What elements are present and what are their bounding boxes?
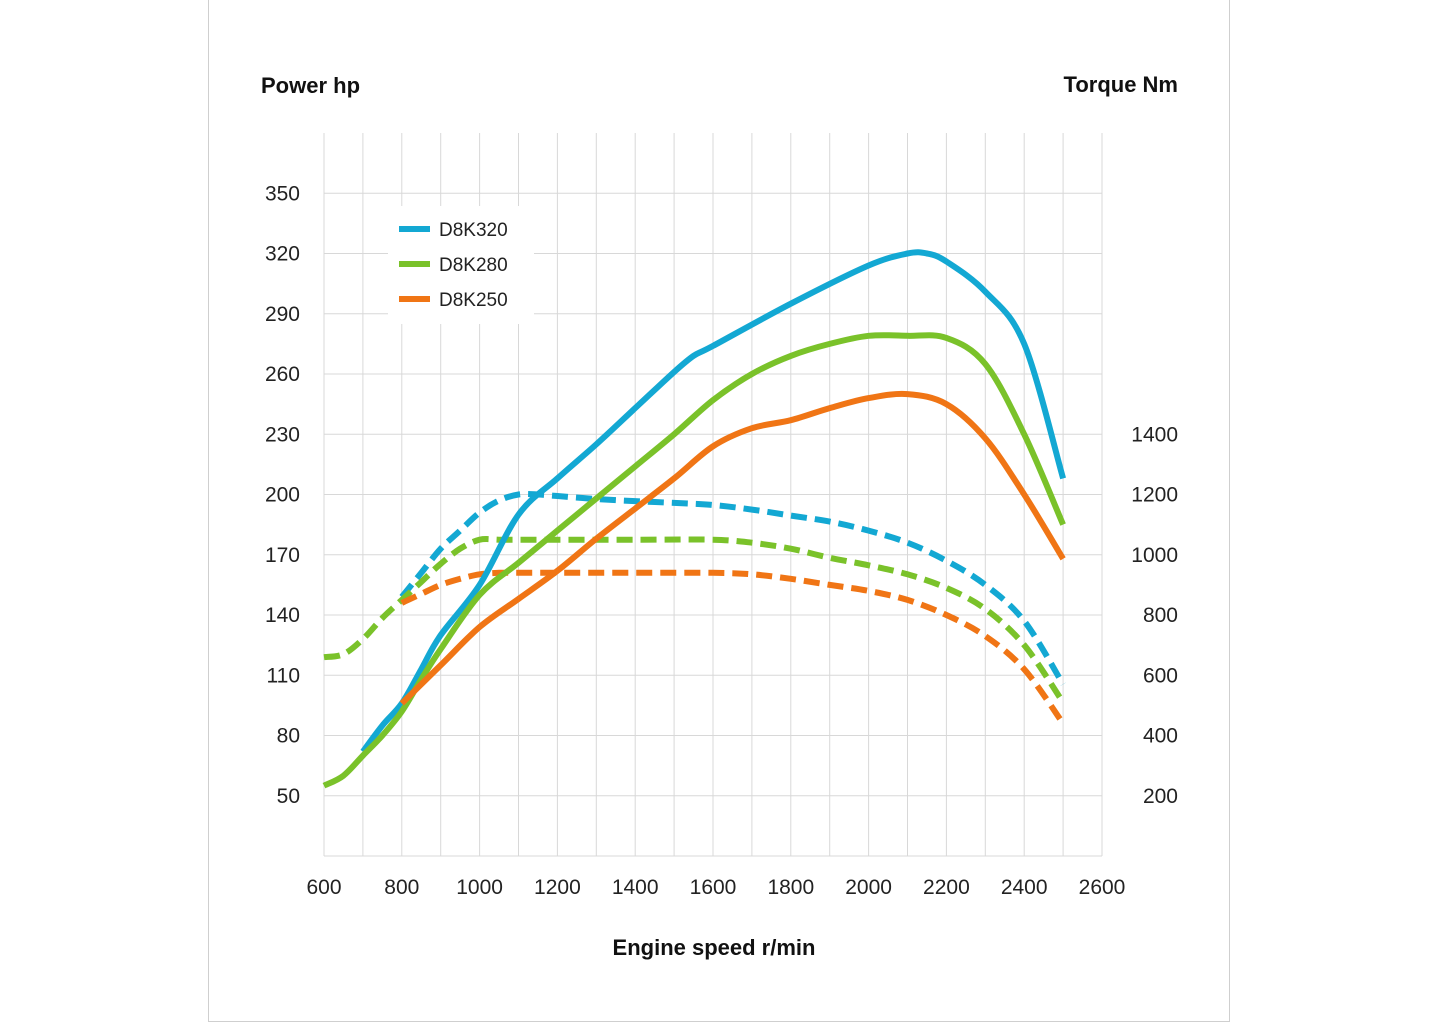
- x-axis-title: Engine speed r/min: [613, 935, 816, 960]
- y-left-tick-label: 200: [265, 484, 300, 507]
- x-tick-label: 1600: [690, 876, 737, 899]
- y-left-tick-label: 80: [277, 725, 300, 748]
- x-tick-label: 1200: [534, 876, 581, 899]
- series-line-d8k250: [399, 390, 1066, 706]
- y-right-tick-label: 800: [1143, 604, 1178, 627]
- right-axis-title: Torque Nm: [1064, 72, 1178, 97]
- legend-label: D8K320: [439, 220, 508, 241]
- series-line-d8k320-torque: [399, 490, 1066, 686]
- y-left-tick-label: 350: [265, 182, 300, 205]
- chart-frame: [208, 0, 1230, 1022]
- y-right-tick-label: 600: [1143, 664, 1178, 687]
- x-tick-label: 1800: [767, 876, 814, 899]
- y-right-tick-label: 400: [1143, 725, 1178, 748]
- y-left-tick-label: 290: [265, 303, 300, 326]
- y-left-tick-label: 230: [265, 423, 300, 446]
- x-tick-label: 2200: [923, 876, 970, 899]
- y-left-tick-label: 50: [277, 785, 300, 808]
- x-tick-label: 2000: [845, 876, 892, 899]
- y-left-tick-label: 260: [265, 363, 300, 386]
- x-tick-label: 800: [384, 876, 419, 899]
- tick-labels: 600 800 1000 1200 1400 1600 1800 2000 2200 2400 26…: [265, 182, 1178, 899]
- legend: D8K320 D8K280 D8K250: [388, 206, 534, 324]
- legend-label: D8K280: [439, 255, 508, 276]
- series-line-d8k280: [322, 332, 1066, 789]
- y-right-tick-label: 1400: [1131, 423, 1178, 446]
- x-tick-label: 2400: [1001, 876, 1048, 899]
- left-axis-title: Power hp: [261, 73, 360, 98]
- y-right-tick-label: 1200: [1131, 484, 1178, 507]
- y-left-tick-label: 170: [265, 544, 300, 567]
- y-right-tick-label: 1000: [1131, 544, 1178, 567]
- x-tick-label: 1400: [612, 876, 659, 899]
- x-tick-label: 1000: [456, 876, 503, 899]
- series-group: [322, 249, 1066, 789]
- series-line-d8k250-torque: [400, 569, 1066, 726]
- legend-label: D8K250: [439, 290, 508, 311]
- x-tick-label: 2600: [1079, 876, 1126, 899]
- x-tick-label: 600: [306, 876, 341, 899]
- y-left-tick-label: 140: [265, 604, 300, 627]
- y-left-tick-label: 320: [265, 243, 300, 266]
- series-line-d8k320: [360, 249, 1066, 754]
- y-right-tick-label: 200: [1143, 785, 1178, 808]
- y-left-tick-label: 110: [267, 664, 300, 687]
